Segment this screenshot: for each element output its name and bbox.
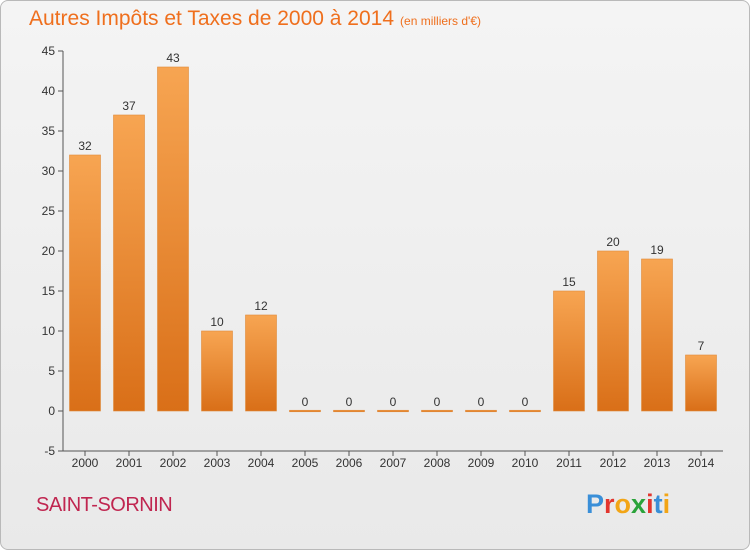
x-tick-label: 2006 [336, 456, 363, 470]
bar [289, 409, 321, 413]
bar [377, 409, 409, 413]
bar [333, 409, 365, 413]
bar [685, 354, 717, 412]
x-tick-label: 2009 [468, 456, 495, 470]
data-label: 0 [522, 395, 529, 409]
y-tick-label: 5 [48, 364, 55, 378]
data-label: 32 [78, 139, 92, 153]
data-label: 10 [210, 315, 224, 329]
x-tick-label: 2010 [512, 456, 539, 470]
logo-letter: t [653, 489, 663, 519]
bar [641, 258, 673, 412]
data-label: 0 [302, 395, 309, 409]
data-label: 7 [698, 339, 705, 353]
logo-letter: i [662, 489, 671, 519]
x-tick-label: 2005 [292, 456, 319, 470]
logo-letter: o [614, 489, 632, 519]
y-tick-label: 40 [42, 84, 56, 98]
y-tick-label: 20 [42, 244, 56, 258]
bar [69, 154, 101, 412]
data-label: 0 [478, 395, 485, 409]
y-tick-label: 30 [42, 164, 56, 178]
y-tick-label: 10 [42, 324, 56, 338]
proxiti-logo[interactable]: Proxiti [586, 489, 670, 520]
data-label: 20 [606, 235, 620, 249]
data-label: 15 [562, 275, 576, 289]
logo-letter: x [631, 489, 647, 519]
commune-name: SAINT-SORNIN [36, 494, 173, 516]
chart-unit: (en milliers d'€) [400, 14, 482, 28]
y-tick-label: 25 [42, 204, 56, 218]
x-tick-label: 2001 [116, 456, 143, 470]
data-label: 12 [254, 299, 268, 313]
y-tick-label: -5 [44, 444, 55, 458]
bar [157, 66, 189, 412]
bar [201, 330, 233, 412]
x-tick-label: 2007 [380, 456, 407, 470]
bar [245, 314, 277, 412]
logo-letter: i [646, 489, 654, 519]
data-label: 37 [122, 99, 136, 113]
logo-letter: r [604, 489, 615, 519]
bar [509, 409, 541, 413]
data-label: 43 [166, 51, 180, 65]
bar [553, 290, 585, 412]
y-tick-label: 0 [48, 404, 55, 418]
y-tick-label: 45 [42, 44, 56, 58]
x-tick-label: 2000 [72, 456, 99, 470]
y-tick-label: 15 [42, 284, 56, 298]
bar [421, 409, 453, 413]
logo-letter: P [586, 489, 605, 519]
chart-title-text: Autres Impôts et Taxes de 2000 à 2014 [29, 7, 395, 30]
x-tick-label: 2003 [204, 456, 231, 470]
x-tick-label: 2013 [644, 456, 671, 470]
bar [465, 409, 497, 413]
x-tick-label: 2004 [248, 456, 275, 470]
data-label: 0 [346, 395, 353, 409]
y-tick-label: 35 [42, 124, 56, 138]
x-tick-label: 2011 [556, 456, 582, 470]
x-tick-label: 2008 [424, 456, 451, 470]
data-label: 0 [390, 395, 397, 409]
bar [113, 114, 145, 412]
x-tick-label: 2012 [600, 456, 627, 470]
bar [597, 250, 629, 412]
data-label: 0 [434, 395, 441, 409]
chart-title: Autres Impôts et Taxes de 2000 à 2014 (en… [29, 7, 481, 31]
x-tick-label: 2014 [688, 456, 715, 470]
x-tick-label: 2002 [160, 456, 187, 470]
data-label: 19 [650, 243, 664, 257]
